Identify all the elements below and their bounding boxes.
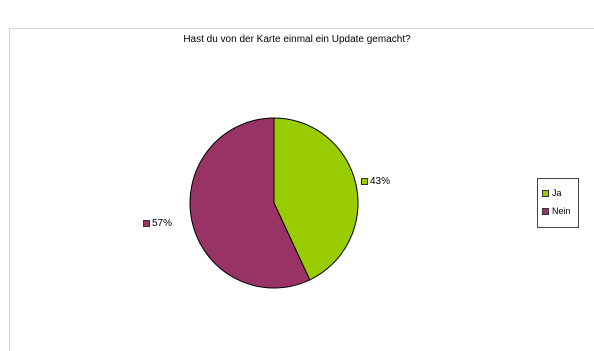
data-label-ja-swatch [361,178,368,185]
pie-slice-nein [189,117,311,289]
legend-swatch-nein [542,207,549,215]
pie-slice-ja [273,117,359,281]
data-label-nein-text: 57% [152,218,173,229]
legend: Ja Nein [537,178,579,228]
legend-swatch-ja [542,189,549,197]
legend-label-ja: Ja [552,188,562,198]
legend-item-ja: Ja [542,184,578,202]
data-label-nein-swatch [143,220,150,227]
chart-frame-top-rule [9,28,594,29]
data-label-nein: 57% [143,218,172,229]
chart-title: Hast du von der Karte einmal ein Update … [183,34,411,45]
legend-item-nein: Nein [542,202,578,220]
data-label-ja: 43% [361,176,390,187]
legend-label-nein: Nein [552,206,571,216]
data-label-ja-text: 43% [370,176,391,187]
chart-frame-left-rule [9,28,10,351]
